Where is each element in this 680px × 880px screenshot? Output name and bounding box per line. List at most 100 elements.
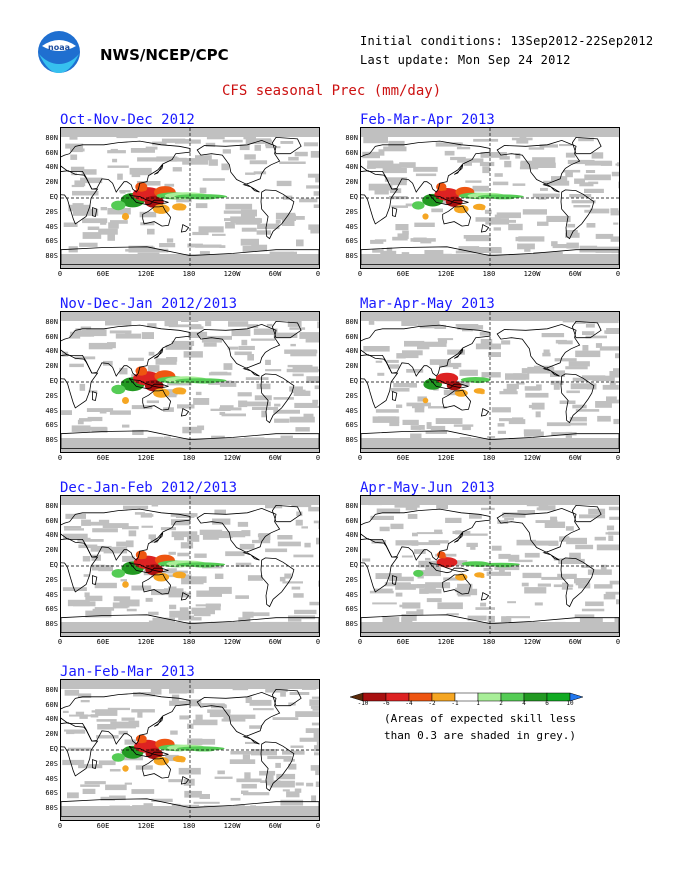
grey-patch (193, 801, 220, 804)
grey-patch (595, 401, 612, 408)
lat-tick-label: EQ (49, 377, 58, 385)
grey-patch (491, 545, 502, 551)
grey-patch (164, 320, 178, 327)
lon-tick-label: 60W (268, 638, 282, 646)
grey-patch (565, 232, 580, 238)
grey-patch (550, 516, 558, 523)
grey-patch (487, 436, 496, 439)
grey-patch (313, 520, 319, 524)
coastline-north-america (196, 323, 281, 377)
grey-patch (217, 770, 225, 775)
grey-patch (588, 508, 606, 515)
grey-patch (279, 576, 286, 582)
grey-patch (193, 398, 210, 405)
grey-patch (443, 389, 458, 396)
lon-tick-label: 60E (396, 454, 410, 462)
lat-tick-label: 80S (45, 252, 58, 261)
grey-patch (409, 383, 417, 388)
grey-patch (245, 741, 256, 744)
coastline-japan (453, 164, 464, 175)
grey-patch (105, 784, 127, 791)
grey-patch (412, 405, 425, 409)
coastline-new-zealand (180, 407, 190, 417)
grey-patch (79, 714, 88, 719)
grey-patch (565, 366, 588, 370)
grey-patch (610, 208, 619, 214)
coastline-australia (442, 205, 472, 227)
grey-patch (267, 755, 292, 760)
grey-patch (445, 517, 462, 523)
grey-patch (253, 171, 267, 175)
grey-patch (280, 141, 294, 144)
grey-patch (273, 409, 300, 414)
grey-patch (290, 343, 296, 347)
anomaly-region (141, 370, 147, 375)
grey-patch (281, 219, 295, 226)
lat-tick-label: 80N (345, 501, 358, 510)
lat-tick-label: 40S (345, 406, 358, 415)
grey-patch (265, 548, 288, 553)
coastline-north-america (496, 139, 581, 193)
coastline-greenland (571, 504, 602, 523)
coastline-new-zealand (180, 223, 190, 233)
grey-patch (65, 513, 86, 519)
grey-patch (131, 789, 155, 794)
grey-patch (430, 425, 446, 431)
grey-patch (265, 503, 283, 509)
grey-patch (192, 231, 209, 236)
grey-patch (559, 536, 570, 542)
grey-patch (63, 526, 82, 529)
grey-patch (395, 592, 403, 597)
grey-patch (265, 359, 271, 365)
grey-patch (388, 576, 414, 582)
grey-patch (179, 715, 190, 720)
lat-tick-label: 60S (45, 789, 58, 798)
grey-patch (401, 319, 417, 326)
anomaly-region (441, 187, 447, 191)
grey-patch (128, 245, 154, 253)
grey-patch (205, 603, 221, 611)
coastline-europe-asia (361, 140, 491, 193)
grey-patch (128, 357, 144, 361)
grey-patch (459, 369, 478, 376)
grey-patch (401, 353, 419, 359)
lat-tick-label: 60S (345, 237, 358, 246)
grey-patch (247, 575, 263, 581)
grey-patch (507, 219, 516, 223)
lat-tick-label: 60N (45, 148, 58, 157)
grey-patch (187, 738, 203, 746)
grey-patch (362, 151, 380, 159)
grey-patch (565, 230, 578, 234)
grey-patch (309, 699, 319, 706)
grey-patch (282, 750, 305, 755)
grey-patch (312, 708, 319, 711)
grey-patch (239, 543, 255, 550)
grey-patch (160, 527, 176, 531)
map-panel: Dec-Jan-Feb 2012/2013 80N 60N 40N 20N EQ 20S 4… (45, 480, 382, 646)
grey-patch (550, 370, 565, 377)
grey-patch (198, 226, 224, 233)
grey-patch (376, 140, 385, 143)
lon-tick-label: 60E (396, 638, 410, 646)
grey-patch (370, 239, 384, 244)
grey-patch (107, 342, 116, 349)
grey-patch (390, 388, 410, 392)
map-frame (360, 127, 620, 269)
grey-patch (67, 792, 79, 799)
grey-patch (400, 583, 411, 587)
grey-patch (465, 235, 491, 242)
grey-patch (195, 391, 202, 396)
grey-patch (463, 161, 472, 166)
grey-patch (581, 608, 605, 612)
grey-patch (578, 319, 597, 323)
grey-patch (553, 384, 560, 390)
grey-patch (579, 618, 603, 625)
grey-patch (458, 246, 480, 253)
lat-tick-label: 80S (45, 620, 58, 629)
grey-patch (294, 402, 318, 408)
grey-patch (585, 323, 595, 328)
colorbar-label: -10 (357, 700, 369, 707)
grey-patch (240, 209, 257, 217)
grey-patch (184, 790, 202, 798)
grey-patch (369, 590, 394, 594)
